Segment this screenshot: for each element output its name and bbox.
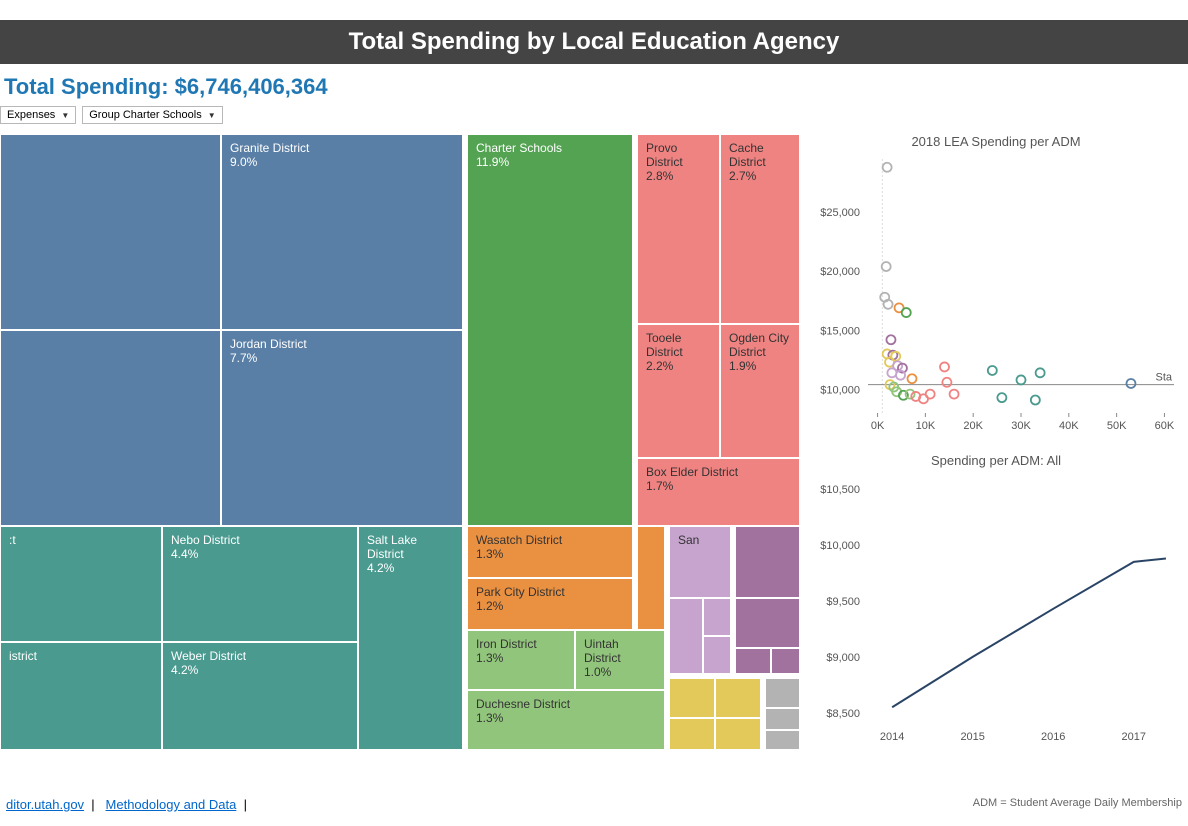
svg-text:40K: 40K xyxy=(1059,420,1079,432)
treemap-cell[interactable]: Wasatch District1.3% xyxy=(467,526,633,578)
svg-text:30K: 30K xyxy=(1011,420,1031,432)
treemap-cell[interactable] xyxy=(0,134,221,330)
treemap-cell[interactable] xyxy=(637,526,665,630)
dropdown-group[interactable]: Group Charter Schools ▼ xyxy=(82,106,222,124)
line-chart[interactable]: $8,500 $9,000 $9,500 $10,000 $10,500 2014 2015… xyxy=(808,472,1184,752)
svg-text:$25,000: $25,000 xyxy=(820,207,860,219)
svg-text:50K: 50K xyxy=(1107,420,1127,432)
footer-link-methodology[interactable]: Methodology and Data xyxy=(106,797,237,812)
treemap-cell[interactable]: Uintah District1.0% xyxy=(575,630,665,690)
treemap-cell[interactable]: Cache District2.7% xyxy=(720,134,800,324)
svg-text:2014: 2014 xyxy=(880,731,904,743)
caret-down-icon: ▼ xyxy=(208,111,216,120)
treemap-cell[interactable]: Charter Schools11.9% xyxy=(467,134,633,526)
total-spending-value: Total Spending: $6,746,406,364 xyxy=(0,64,1188,106)
treemap[interactable]: Granite District9.0%Jordan District7.7%:… xyxy=(0,134,800,750)
svg-text:Sta: Sta xyxy=(1155,372,1172,384)
svg-text:$9,000: $9,000 xyxy=(826,652,860,664)
treemap-cell[interactable]: Nebo District4.4% xyxy=(162,526,358,642)
line-title: Spending per ADM: All xyxy=(808,453,1184,468)
treemap-cell[interactable]: Park City District1.2% xyxy=(467,578,633,630)
footer-sep: | xyxy=(88,797,102,812)
treemap-cell[interactable]: istrict xyxy=(0,642,162,750)
caret-down-icon: ▼ xyxy=(61,111,69,120)
svg-text:$10,000: $10,000 xyxy=(820,540,860,552)
treemap-cell[interactable]: :t xyxy=(0,526,162,642)
right-column: 2018 LEA Spending per ADM $10,000 $15,000… xyxy=(808,134,1188,752)
svg-text:$10,500: $10,500 xyxy=(820,484,860,496)
dropdown-row: Expenses ▼ Group Charter Schools ▼ xyxy=(0,106,1188,130)
treemap-cell[interactable] xyxy=(735,526,800,598)
svg-text:2015: 2015 xyxy=(960,731,984,743)
scatter-title: 2018 LEA Spending per ADM xyxy=(808,134,1184,149)
treemap-cell[interactable] xyxy=(715,718,761,750)
treemap-cell[interactable] xyxy=(765,678,800,708)
dropdown-group-label: Group Charter Schools xyxy=(89,109,202,121)
svg-text:$8,500: $8,500 xyxy=(826,708,860,720)
treemap-cell[interactable]: Salt Lake District4.2% xyxy=(358,526,463,750)
treemap-cell[interactable]: Tooele District2.2% xyxy=(637,324,720,458)
treemap-cell[interactable]: San xyxy=(669,526,731,598)
dropdown-expenses-label: Expenses xyxy=(7,109,55,121)
treemap-cell[interactable] xyxy=(703,636,731,674)
treemap-cell[interactable] xyxy=(669,598,703,674)
scatter-chart[interactable]: $10,000 $15,000 $20,000 $25,000 0K 10K 20K 30K 4… xyxy=(808,153,1184,443)
treemap-cell[interactable] xyxy=(765,708,800,730)
treemap-cell[interactable]: Duchesne District1.3% xyxy=(467,690,665,750)
page-title-bar: Total Spending by Local Education Agency xyxy=(0,20,1188,64)
footer-link-auditor[interactable]: ditor.utah.gov xyxy=(6,797,84,812)
svg-text:2017: 2017 xyxy=(1121,731,1145,743)
svg-text:$15,000: $15,000 xyxy=(820,325,860,337)
treemap-cell[interactable]: Iron District1.3% xyxy=(467,630,575,690)
footer-note: ADM = Student Average Daily Membership xyxy=(973,797,1182,812)
treemap-cell[interactable] xyxy=(703,598,731,636)
treemap-cell[interactable] xyxy=(771,648,800,674)
treemap-cell[interactable]: Weber District4.2% xyxy=(162,642,358,750)
treemap-cell[interactable]: Ogden City District1.9% xyxy=(720,324,800,458)
treemap-cell[interactable] xyxy=(715,678,761,718)
treemap-cell[interactable] xyxy=(669,678,715,718)
treemap-cell[interactable]: Granite District9.0% xyxy=(221,134,463,330)
dropdown-expenses[interactable]: Expenses ▼ xyxy=(0,106,76,124)
treemap-cell[interactable] xyxy=(735,648,771,674)
svg-text:60K: 60K xyxy=(1155,420,1175,432)
svg-text:10K: 10K xyxy=(916,420,936,432)
main-area: Granite District9.0%Jordan District7.7%:… xyxy=(0,130,1188,752)
treemap-cell[interactable] xyxy=(669,718,715,750)
treemap-cell[interactable]: Box Elder District1.7% xyxy=(637,458,800,526)
svg-text:20K: 20K xyxy=(963,420,983,432)
treemap-cell[interactable]: Provo District2.8% xyxy=(637,134,720,324)
svg-text:$9,500: $9,500 xyxy=(826,596,860,608)
treemap-cell[interactable] xyxy=(735,598,800,648)
treemap-cell[interactable]: Jordan District7.7% xyxy=(221,330,463,526)
svg-text:$10,000: $10,000 xyxy=(820,384,860,396)
treemap-cell[interactable] xyxy=(0,330,221,526)
svg-text:2016: 2016 xyxy=(1041,731,1065,743)
treemap-cell[interactable] xyxy=(765,730,800,750)
svg-text:$20,000: $20,000 xyxy=(820,266,860,278)
footer: ditor.utah.gov | Methodology and Data | … xyxy=(0,797,1188,812)
footer-sep2: | xyxy=(240,797,247,812)
svg-text:0K: 0K xyxy=(871,420,885,432)
